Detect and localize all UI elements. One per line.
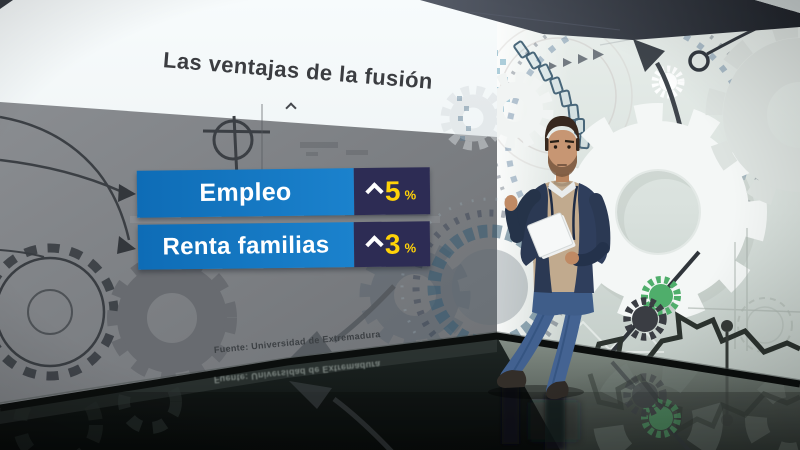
hand (565, 251, 579, 265)
pixel-squares-icon (457, 96, 471, 141)
collar (548, 181, 576, 198)
ceiling-corner-light (755, 0, 800, 13)
dial-segments-icon (513, 40, 591, 150)
stat-label: Empleo (136, 168, 355, 218)
arrow-down-icon (289, 284, 396, 359)
chevron-up-icon (365, 235, 384, 254)
hand (504, 195, 518, 211)
gear-icon (497, 71, 554, 149)
stat-value-box: 5 % (353, 167, 431, 216)
ring-icon (688, 50, 710, 72)
shoe (496, 370, 527, 388)
shoe (546, 381, 569, 400)
ceiling-wedge (420, 0, 800, 40)
circuit-icon (300, 142, 368, 156)
triangle-arrows-icon (549, 49, 604, 70)
percent-sign: % (404, 187, 417, 203)
arrow-right-icon (117, 236, 136, 254)
arrow-right-icon (118, 184, 136, 202)
linked-gears-icon (610, 250, 701, 354)
arrow-tail (0, 115, 131, 241)
stat-row-renta-familias: Renta familias 3 % (137, 221, 431, 270)
zigzag-trace-icon (587, 311, 800, 373)
instrument-symbol-icon (202, 115, 271, 179)
note-cards (527, 212, 576, 259)
beard (548, 155, 577, 177)
stat-value: 5 (384, 175, 401, 207)
arrow-up-icon (633, 39, 665, 72)
presenter (496, 116, 611, 400)
top-left-wedge (0, 0, 13, 9)
gear-icon (705, 20, 800, 210)
pin-icon (721, 320, 733, 371)
percent-sign: % (404, 240, 417, 256)
chevron-up-icon (365, 182, 384, 201)
presenter-reflection (502, 386, 580, 450)
gear-icon (440, 85, 497, 151)
stat-value-box: 3 % (353, 221, 431, 268)
hair (544, 116, 580, 142)
stat-label: Renta familias (137, 222, 355, 270)
stat-row-empleo: Empleo 5 % (136, 167, 431, 218)
stat-value: 3 (384, 228, 401, 260)
wall-base-bezel (0, 332, 800, 412)
